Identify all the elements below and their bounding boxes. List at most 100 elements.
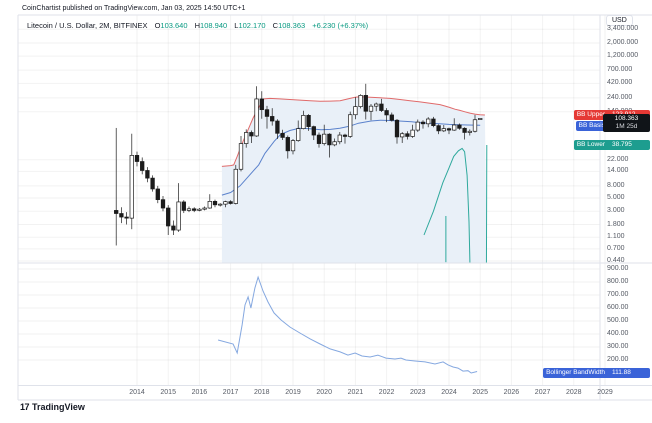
- candle-body: [233, 168, 238, 204]
- bb-lower-price-label: BB Lower 38.795: [573, 140, 650, 150]
- time-tick-label: 2022: [378, 389, 395, 396]
- bar-countdown: 1M 25d: [615, 123, 638, 131]
- price-tick-label: 1,200.000: [607, 52, 639, 60]
- change-value: +6.230 (+6.37%): [312, 21, 369, 30]
- candle-body: [311, 126, 316, 136]
- candle-body: [192, 208, 197, 211]
- candles-layer: [114, 83, 483, 246]
- candle-body: [176, 201, 181, 231]
- bandwidth-tick-label: 200.00: [607, 356, 629, 363]
- candle-body: [446, 128, 452, 131]
- bandwidth-tick-label: 500.00: [607, 317, 629, 324]
- candle-body: [155, 188, 160, 200]
- candle-body: [160, 199, 166, 209]
- candle-body: [436, 125, 441, 132]
- bandwidth-label-text: Bollinger BandWidth: [546, 368, 605, 376]
- candle-body: [337, 134, 342, 143]
- publish-attribution: CoinChartist published on TradingView.co…: [22, 5, 246, 12]
- candle-body: [119, 213, 124, 218]
- candle-body: [462, 127, 467, 133]
- candle-body: [441, 128, 446, 132]
- bandwidth-tick-label: 400.00: [607, 330, 629, 337]
- time-tick-label: 2018: [254, 389, 270, 396]
- candle-body: [218, 203, 223, 206]
- price-tick-label: 22.000: [607, 155, 629, 163]
- bb-band-fill: [221, 96, 487, 263]
- time-tick-label: 2021: [347, 389, 364, 396]
- candle-body: [322, 133, 327, 144]
- candle-body: [181, 201, 186, 211]
- candle-body: [301, 115, 306, 129]
- candle-body: [332, 141, 337, 146]
- price-tick-label: 240.000: [607, 93, 633, 101]
- price-tick-label: 3.000: [607, 207, 625, 215]
- candle-body: [431, 118, 436, 126]
- price-tick-label: 8.000: [607, 181, 625, 189]
- price-tick-label: 1.100: [607, 233, 625, 241]
- candle-body: [238, 143, 244, 170]
- candle-body: [353, 106, 358, 116]
- candle-body: [478, 118, 483, 120]
- candle-body: [275, 120, 280, 134]
- candle-body: [124, 216, 129, 219]
- candle-body: [223, 201, 228, 205]
- candle-body: [316, 134, 322, 144]
- time-tick-label: 2027: [534, 389, 551, 396]
- candle-body: [140, 161, 145, 171]
- candle-body: [212, 201, 218, 206]
- time-tick-label: 2015: [160, 389, 176, 396]
- time-tick-label: 2029: [597, 389, 613, 396]
- candle-body: [389, 114, 394, 121]
- candle-body: [207, 201, 212, 209]
- candle-body: [374, 103, 379, 107]
- price-tick-label: 14.000: [607, 167, 629, 175]
- time-tick-label: 2028: [566, 389, 582, 396]
- currency-toggle-usd[interactable]: USD: [606, 15, 633, 26]
- high-value: 108.940: [200, 21, 228, 30]
- symbol-ohlc-line: Litecoin / U.S. Dollar, 2M, BITFINEX O10…: [27, 21, 368, 30]
- candle-body: [457, 124, 462, 129]
- price-tick-label: 420.000: [607, 79, 633, 87]
- bandwidth-tick-label: 700.00: [607, 291, 629, 298]
- price-pane: [114, 83, 488, 263]
- time-tick-label: 2026: [503, 389, 520, 396]
- low-label: L: [234, 21, 239, 30]
- candle-body: [467, 130, 472, 133]
- candle-body: [379, 103, 384, 111]
- candle-body: [296, 128, 301, 141]
- bandwidth-tick-label: 900.00: [607, 265, 629, 272]
- price-tick-label: 0.700: [607, 244, 625, 252]
- candle-body: [290, 140, 296, 152]
- symbol-title[interactable]: Litecoin / U.S. Dollar, 2M, BITFINEX: [27, 21, 148, 30]
- low-value: 102.170: [238, 21, 266, 30]
- candle-body: [150, 177, 155, 190]
- candle-body: [129, 155, 134, 219]
- candle-body: [254, 98, 259, 137]
- candle-body: [410, 129, 415, 137]
- last-price-value: 108.363: [614, 115, 639, 123]
- candle-body: [228, 201, 233, 204]
- candle-body: [405, 133, 410, 137]
- tradingview-logo[interactable]: 17 TradingView: [20, 402, 85, 412]
- candle-body: [368, 105, 374, 112]
- bb-lower-label-text: BB Lower: [576, 141, 605, 148]
- bb-lower-label-value: 38.795: [612, 141, 632, 148]
- candle-body: [197, 208, 202, 211]
- candle-body: [114, 210, 119, 214]
- candle-body: [244, 132, 249, 144]
- time-tick-label: 2016: [191, 389, 208, 396]
- time-tick-label: 2024: [441, 389, 457, 396]
- bb-basis-label-text: BB Basis: [578, 122, 605, 130]
- candle-body: [327, 133, 332, 146]
- bb-lower-line: [423, 144, 488, 263]
- time-tick-label: 2023: [410, 389, 426, 396]
- time-tick-label: 2020: [316, 389, 332, 396]
- price-tick-label: 700.000: [607, 66, 633, 74]
- bandwidth-value-label: Bollinger BandWidth 111.88: [543, 367, 650, 378]
- high-label: H: [194, 21, 201, 30]
- candle-body: [348, 114, 353, 137]
- close-value: 108.363: [278, 21, 306, 30]
